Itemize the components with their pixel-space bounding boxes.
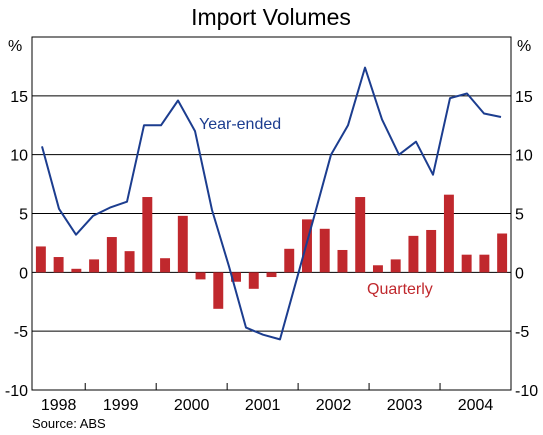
x-tick-label: 1999	[103, 397, 139, 414]
bar	[372, 265, 383, 273]
bar	[231, 272, 241, 282]
x-tick-label: 2001	[245, 397, 281, 414]
line-series-year-ended	[41, 66, 502, 341]
bar	[106, 237, 117, 273]
bar	[213, 272, 224, 309]
y-tick-label-left: 0	[19, 265, 28, 282]
bar	[248, 272, 259, 289]
bar	[337, 249, 348, 273]
bar	[124, 251, 135, 273]
y-tick-label-right: 5	[515, 207, 524, 224]
y-tick-label-left: -5	[14, 324, 28, 341]
source-note: Source: ABS	[32, 416, 106, 431]
bar	[426, 229, 437, 273]
bar	[142, 197, 153, 273]
y-tick-label-left: -10	[5, 383, 28, 400]
x-tick-label: 2003	[387, 397, 423, 414]
bar	[497, 233, 508, 273]
bar	[443, 194, 454, 273]
bar-series-quarterly	[35, 194, 508, 309]
bar	[177, 215, 188, 273]
chart-title: Import Volumes	[191, 4, 351, 30]
y-tick-label-right: 15	[515, 89, 533, 106]
unit-left: %	[8, 38, 22, 55]
x-tick-label: 2000	[174, 397, 210, 414]
bar	[195, 272, 206, 280]
bar	[319, 228, 330, 273]
bar	[160, 258, 171, 273]
bar	[266, 272, 277, 278]
bar	[89, 259, 100, 273]
bar	[71, 268, 82, 273]
x-tick-label: 2004	[458, 397, 494, 414]
gridlines	[32, 95, 511, 391]
bar	[390, 259, 401, 273]
x-tick-label: 1998	[41, 397, 77, 414]
y-tick-label-left: 10	[10, 148, 28, 165]
bar	[461, 254, 472, 273]
x-tick-label: 2002	[316, 397, 352, 414]
y-tick-label-right: 10	[515, 148, 533, 165]
bar	[284, 248, 295, 273]
unit-right: %	[517, 38, 531, 55]
y-tick-label-right: 0	[515, 265, 524, 282]
line-year-ended	[41, 66, 502, 341]
series-label-quarterly: Quarterly	[367, 281, 433, 298]
bar	[479, 254, 490, 273]
bar	[35, 246, 46, 273]
bar	[53, 257, 64, 273]
y-tick-label-left: 5	[19, 207, 28, 224]
plot-frame	[31, 36, 512, 391]
bar	[408, 235, 419, 273]
y-tick-label-left: 15	[10, 89, 28, 106]
y-tick-label-right: -5	[515, 324, 529, 341]
y-tick-label-right: -10	[515, 383, 538, 400]
bar	[355, 197, 366, 273]
axes: -10 -10 -5 -5 0 0 5 5 10 10 15 15 1998 1999 2000 2001 20…	[5, 36, 538, 414]
series-label-year-ended: Year-ended	[199, 116, 281, 133]
